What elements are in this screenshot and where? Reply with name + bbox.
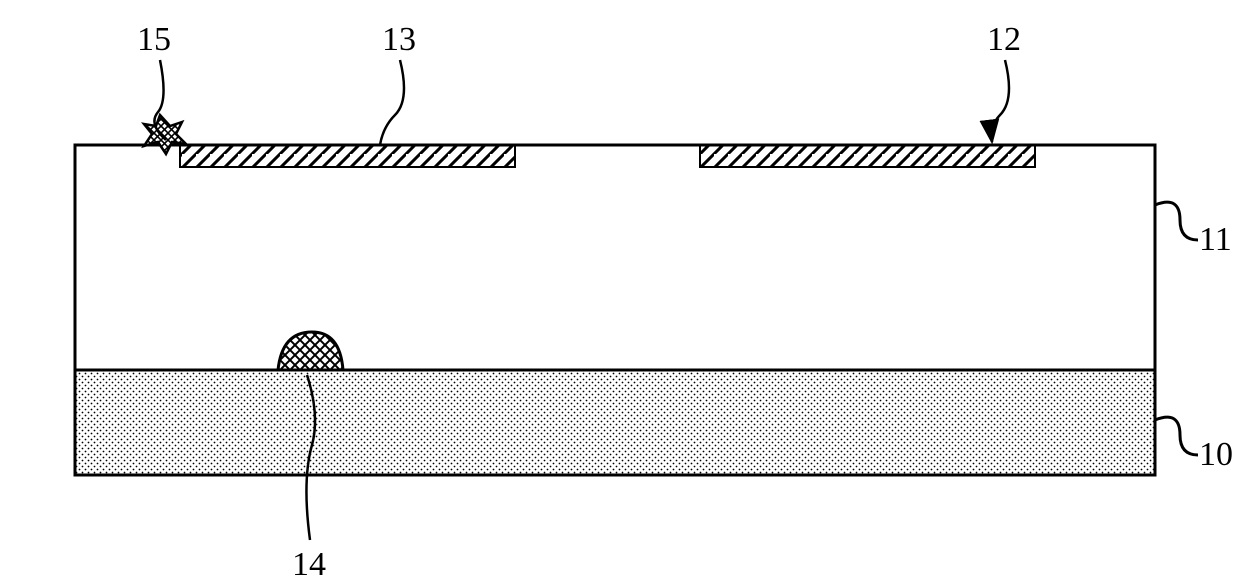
cross-section-diagram: 15 13 12 11 10 14 bbox=[0, 0, 1240, 584]
label-12: 12 bbox=[987, 21, 1021, 58]
leader-side-11 bbox=[1155, 202, 1198, 240]
leader-side-10 bbox=[1155, 417, 1198, 455]
label-15: 15 bbox=[137, 21, 171, 58]
leader-13 bbox=[380, 60, 404, 145]
label-13: 13 bbox=[382, 21, 416, 58]
strip-left bbox=[180, 145, 515, 167]
layer-upper bbox=[75, 145, 1155, 370]
leader-12 bbox=[992, 60, 1009, 142]
label-10: 10 bbox=[1199, 436, 1233, 473]
label-11: 11 bbox=[1199, 221, 1232, 258]
strip-right bbox=[700, 145, 1035, 167]
label-14: 14 bbox=[292, 546, 326, 583]
layer-substrate bbox=[75, 370, 1155, 475]
